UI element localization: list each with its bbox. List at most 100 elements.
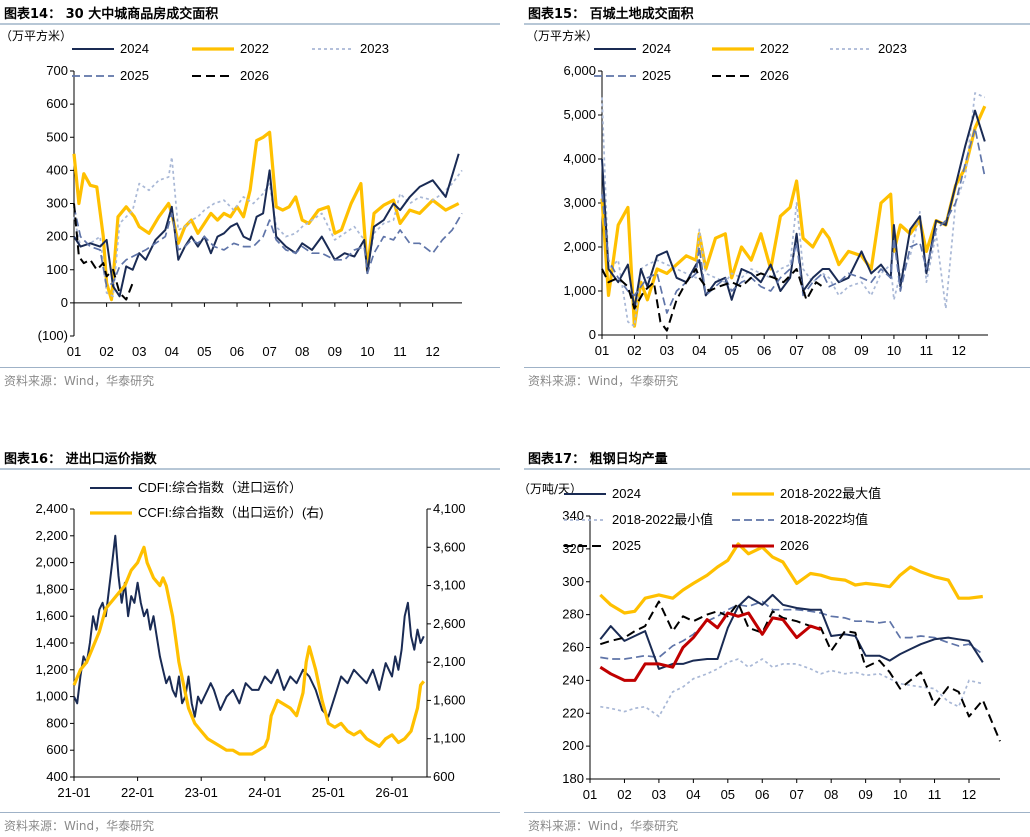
legend-label: CDFI:综合指数（进口运价） xyxy=(138,480,302,495)
x-tick-label: 12 xyxy=(952,343,966,358)
y-tick-label: 260 xyxy=(562,640,584,655)
series-line-2022 xyxy=(72,130,460,302)
y-tick-label: 5,000 xyxy=(563,107,596,122)
x-tick-label: 02 xyxy=(99,344,113,359)
y-tick-label: 1,800 xyxy=(35,581,68,596)
x-tick-label: 04 xyxy=(692,343,706,358)
y-tick-label: 280 xyxy=(562,607,584,622)
title-rule xyxy=(0,468,500,470)
axes: 0 1,000 2,000 3,000 4,000 5,000 6,000 01 02 03 04 0… xyxy=(563,63,988,358)
series-line-2023 xyxy=(73,156,463,298)
x-tick-label: 11 xyxy=(393,344,407,359)
y-tick-label: 0 xyxy=(61,295,68,310)
x-tick-label: 24-01 xyxy=(248,785,281,800)
y-tick-label: 320 xyxy=(562,541,584,556)
y-tick-label: 500 xyxy=(46,129,68,144)
x-tick-label: 06 xyxy=(230,344,244,359)
chart-30-city-sales-area: (100) 0 100 200 300 400 500 600 700 01 02 03 04 05 06 0… xyxy=(0,28,463,359)
legend-label: 2024 xyxy=(612,486,641,501)
y-tick-label: 2,000 xyxy=(35,555,68,570)
axes: (100) 0 100 200 300 400 500 600 700 01 02 03 04 05 06 0… xyxy=(38,63,462,359)
x-tick-label: 05 xyxy=(197,344,211,359)
x-tick-label: 11 xyxy=(920,343,934,358)
y-tick-label: 100 xyxy=(46,262,68,277)
series-group xyxy=(599,542,1001,742)
panel-14: 图表14： 30 大中城商品房成交面积 (100) 0 100 200 300 400 50… xyxy=(0,0,500,395)
y-tick-label: 300 xyxy=(46,196,68,211)
bottom-rule xyxy=(0,367,500,368)
chart-freight-index: 400 600 800 1,000 1,200 1,400 1,600 1,800 2,000 2… xyxy=(35,480,465,800)
x-tick-label: 25-01 xyxy=(312,785,345,800)
x-tick-label: 21-01 xyxy=(57,785,90,800)
x-tick-label: 06 xyxy=(755,787,769,802)
source-note: 资料来源：Wind，华泰研究 xyxy=(528,819,679,833)
y-tick-label: 1,200 xyxy=(35,662,68,677)
series-line-2024 xyxy=(601,109,986,310)
y-tick-label: 6,000 xyxy=(563,63,596,78)
y2-tick-label: 600 xyxy=(433,769,455,784)
chart-100-city-land-area: 0 1,000 2,000 3,000 4,000 5,000 6,000 01 02 03 04 0… xyxy=(526,28,988,358)
y-tick-label: 4,000 xyxy=(563,151,596,166)
title-rule xyxy=(524,23,1030,25)
series-line-2023 xyxy=(601,92,986,328)
x-tick-label: 07 xyxy=(262,344,276,359)
legend: 2024 2018-2022最大值 2018-2022最小值 2018-2022均值 2… xyxy=(564,486,881,553)
y-tick-label: (100) xyxy=(38,328,68,343)
source-note: 资料来源：Wind，华泰研究 xyxy=(528,374,679,388)
y2-tick-label: 1,600 xyxy=(433,692,466,707)
y-tick-label: 240 xyxy=(562,672,584,687)
x-tick-label: 26-01 xyxy=(375,785,408,800)
x-tick-label: 22-01 xyxy=(121,785,154,800)
y-tick-label: 1,000 xyxy=(35,689,68,704)
x-tick-label: 08 xyxy=(822,343,836,358)
legend-label: CCFI:综合指数（出口运价）(右) xyxy=(138,505,324,520)
x-tick-label: 09 xyxy=(858,787,872,802)
y-tick-label: 400 xyxy=(46,769,68,784)
x-tick-label: 08 xyxy=(824,787,838,802)
x-tick-label: 10 xyxy=(887,343,901,358)
y-tick-label: 300 xyxy=(562,574,584,589)
bottom-rule xyxy=(524,367,1030,368)
series-line-2022 xyxy=(600,105,987,328)
legend-label: 2024 xyxy=(120,41,149,56)
legend-label: 2025 xyxy=(642,68,671,83)
y-tick-label: 1,400 xyxy=(35,635,68,650)
panel-17: 图表17： 粗钢日均产量 180 200 220 240 260 280 300 320 340… xyxy=(518,445,1030,837)
series-line-2026 xyxy=(601,268,824,332)
legend-label: 2023 xyxy=(360,41,389,56)
chart-title: 图表15： 百城土地成交面积 xyxy=(528,7,694,22)
legend: 2024 2022 2023 2025 2026 xyxy=(594,41,907,83)
legend-label: 2026 xyxy=(760,68,789,83)
series-line-2025 xyxy=(601,127,986,314)
y-tick-label: 220 xyxy=(562,705,584,720)
series-line-2018-2022最大值 xyxy=(599,542,983,615)
y-tick-label: 2,200 xyxy=(35,528,68,543)
x-tick-label: 23-01 xyxy=(185,785,218,800)
x-tick-label: 06 xyxy=(757,343,771,358)
x-tick-label: 05 xyxy=(725,343,739,358)
y-tick-label: 600 xyxy=(46,96,68,111)
y-tick-label: 3,000 xyxy=(563,195,596,210)
x-tick-label: 10 xyxy=(893,787,907,802)
y-tick-label: 800 xyxy=(46,715,68,730)
x-tick-label: 02 xyxy=(617,787,631,802)
legend: CDFI:综合指数（进口运价） CCFI:综合指数（出口运价）(右) xyxy=(90,480,324,520)
series-line-2026 xyxy=(73,203,134,301)
series-group xyxy=(600,92,987,332)
y-tick-label: 200 xyxy=(562,738,584,753)
source-note: 资料来源：Wind，华泰研究 xyxy=(4,374,155,388)
unit-label: （万平方米） xyxy=(0,28,72,43)
x-tick-label: 02 xyxy=(627,343,641,358)
x-tick-label: 09 xyxy=(328,344,342,359)
chart-title: 图表17： 粗钢日均产量 xyxy=(528,452,668,467)
series-line-2018-2022均值 xyxy=(600,600,984,660)
axes: 400 600 800 1,000 1,200 1,400 1,600 1,800 2,000 2… xyxy=(35,501,465,800)
y2-tick-label: 3,600 xyxy=(433,539,466,554)
y-tick-label: 0 xyxy=(589,327,596,342)
chart-title: 图表14： 30 大中城商品房成交面积 xyxy=(4,7,219,22)
x-tick-label: 11 xyxy=(928,787,942,802)
x-tick-label: 03 xyxy=(132,344,146,359)
source-note: 资料来源：Wind，华泰研究 xyxy=(4,819,155,833)
y-tick-label: 700 xyxy=(46,63,68,78)
x-tick-label: 04 xyxy=(165,344,179,359)
